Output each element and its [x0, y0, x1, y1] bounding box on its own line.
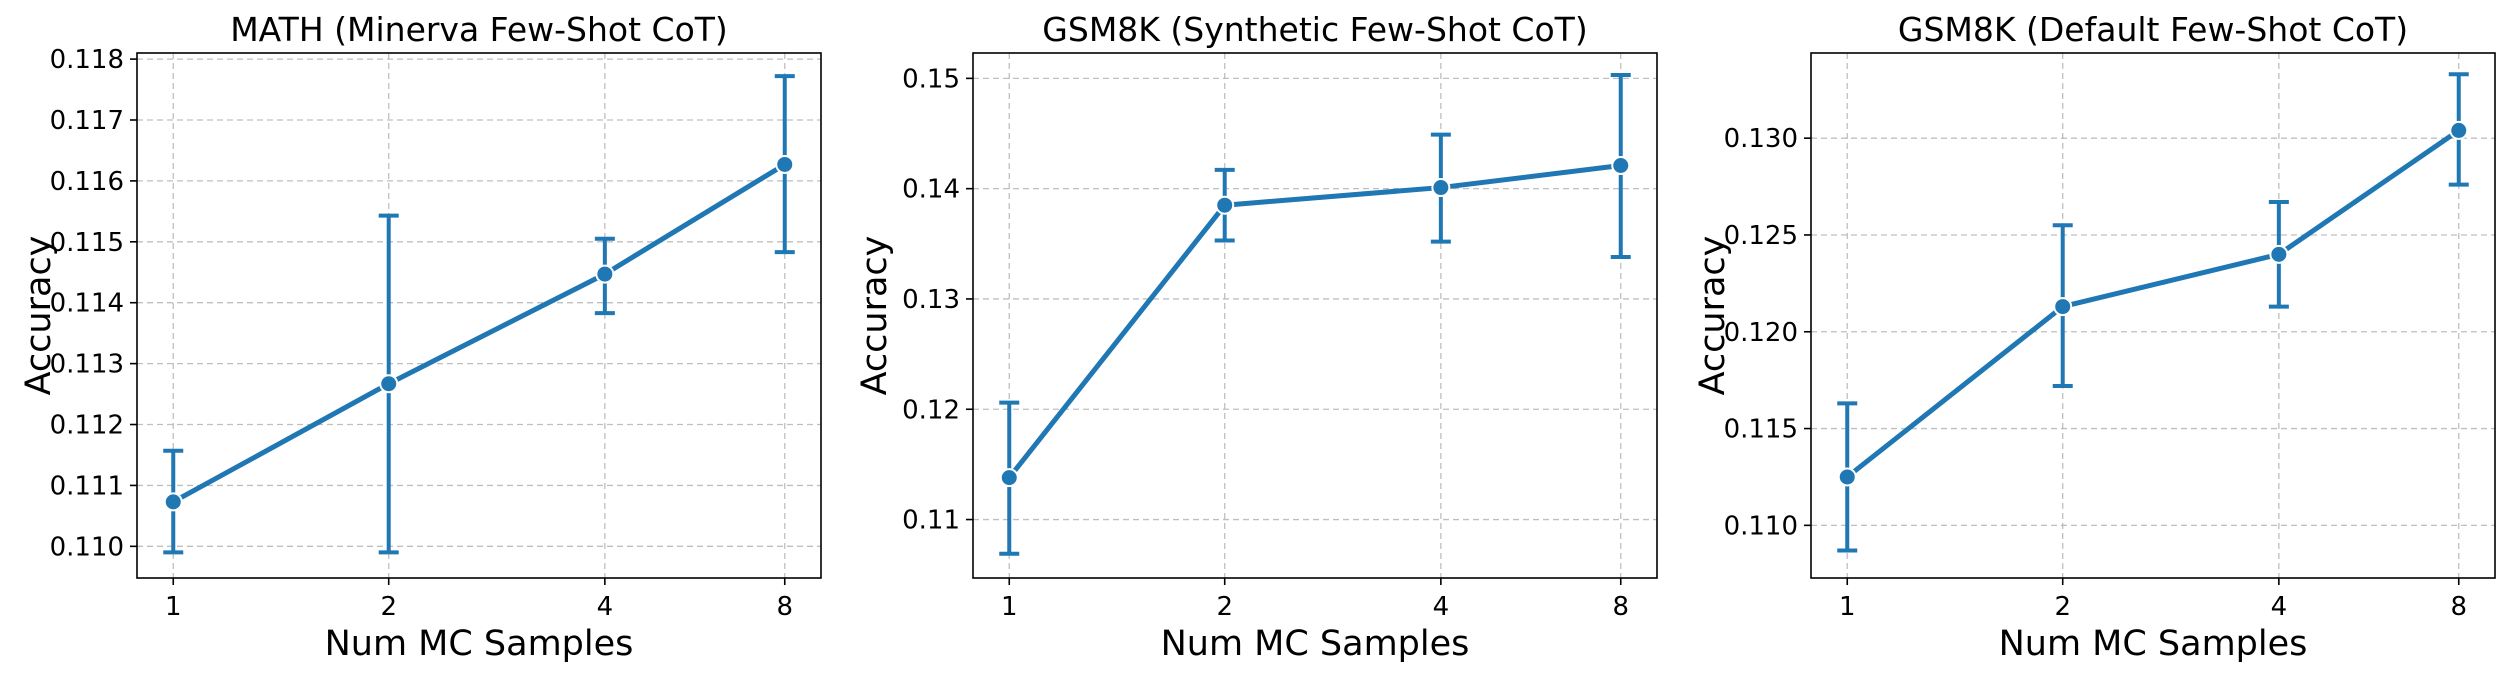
- data-point: [1215, 195, 1235, 215]
- y-tick-label: 0.14: [902, 175, 960, 205]
- data-point: [1431, 178, 1451, 198]
- panel-3: 0.110 0.115 0.120 0.125 0.130 1 2 4 8 GSM8K (Defa…: [1693, 10, 2496, 664]
- x-tick-label: 2: [1216, 592, 1233, 622]
- y-tick-label: 0.117: [50, 106, 124, 136]
- x-tick-label: 8: [1612, 592, 1629, 622]
- panel-1: 0.110 0.111 0.112 0.113 0.114 0.115 0.116 0.117…: [19, 10, 822, 664]
- y-tick-label: 0.116: [50, 167, 124, 197]
- series-line: [172, 162, 787, 505]
- x-axis-label: Num MC Samples: [1161, 624, 1470, 664]
- y-tick-label: 0.115: [1724, 415, 1798, 445]
- x-tick-label: 2: [380, 592, 397, 622]
- y-tick-label: 0.12: [902, 395, 960, 425]
- x-tick-label: 4: [2271, 592, 2288, 622]
- y-axis-label: Accuracy: [19, 236, 59, 396]
- data-point: [2053, 297, 2073, 317]
- data-point: [595, 264, 615, 284]
- y-tick-label: 0.118: [50, 45, 124, 75]
- y-tick-label: 0.130: [1724, 124, 1798, 154]
- data-point: [1611, 156, 1631, 175]
- data-point: [999, 468, 1019, 488]
- y-tick-label: 0.110: [50, 532, 124, 562]
- data-point: [2269, 244, 2289, 264]
- y-tick-label: 0.114: [50, 289, 124, 319]
- chart-title: GSM8K (Synthetic Few-Shot CoT): [1042, 10, 1587, 49]
- x-tick-label: 4: [597, 592, 614, 622]
- x-tick-label: 1: [165, 592, 182, 622]
- plot-frame: [972, 52, 1658, 579]
- panel-2: 0.11 0.12 0.13 0.14 0.15 1 2 4 8 GSM8K (Synthetic…: [855, 10, 1658, 664]
- x-axis-label: Num MC Samples: [325, 624, 634, 664]
- plot-frame: [136, 52, 822, 579]
- y-tick-label: 0.15: [902, 64, 960, 94]
- y-tick-label: 0.113: [50, 350, 124, 380]
- data-point: [2449, 120, 2469, 140]
- data-point: [775, 154, 795, 174]
- y-tick-label: 0.111: [50, 471, 124, 501]
- y-tick-label: 0.13: [902, 285, 960, 315]
- data-point: [1837, 467, 1857, 487]
- y-tick-label: 0.110: [1724, 511, 1798, 541]
- x-tick-label: 1: [1839, 592, 1856, 622]
- x-tick-label: 2: [2054, 592, 2071, 622]
- x-tick-label: 4: [1433, 592, 1450, 622]
- y-tick-label: 0.112: [50, 411, 124, 441]
- x-tick-label: 8: [776, 592, 793, 622]
- series-line: [1845, 128, 2461, 479]
- plot-frame: [1810, 52, 2496, 579]
- x-axis-label: Num MC Samples: [1999, 624, 2308, 664]
- chart-title: MATH (Minerva Few-Shot CoT): [230, 10, 728, 49]
- y-tick-label: 0.115: [50, 228, 124, 258]
- chart-title: GSM8K (Default Few-Shot CoT): [1898, 10, 2408, 49]
- y-tick-label: 0.120: [1724, 318, 1798, 348]
- data-point: [379, 374, 399, 394]
- y-axis-label: Accuracy: [1693, 236, 1733, 396]
- x-tick-label: 8: [2450, 592, 2467, 622]
- y-axis-label: Accuracy: [855, 236, 895, 396]
- series-line: [1007, 163, 1622, 480]
- data-point: [163, 492, 183, 512]
- y-tick-label: 0.125: [1724, 221, 1798, 251]
- y-tick-label: 0.11: [902, 506, 960, 536]
- x-tick-label: 1: [1001, 592, 1018, 622]
